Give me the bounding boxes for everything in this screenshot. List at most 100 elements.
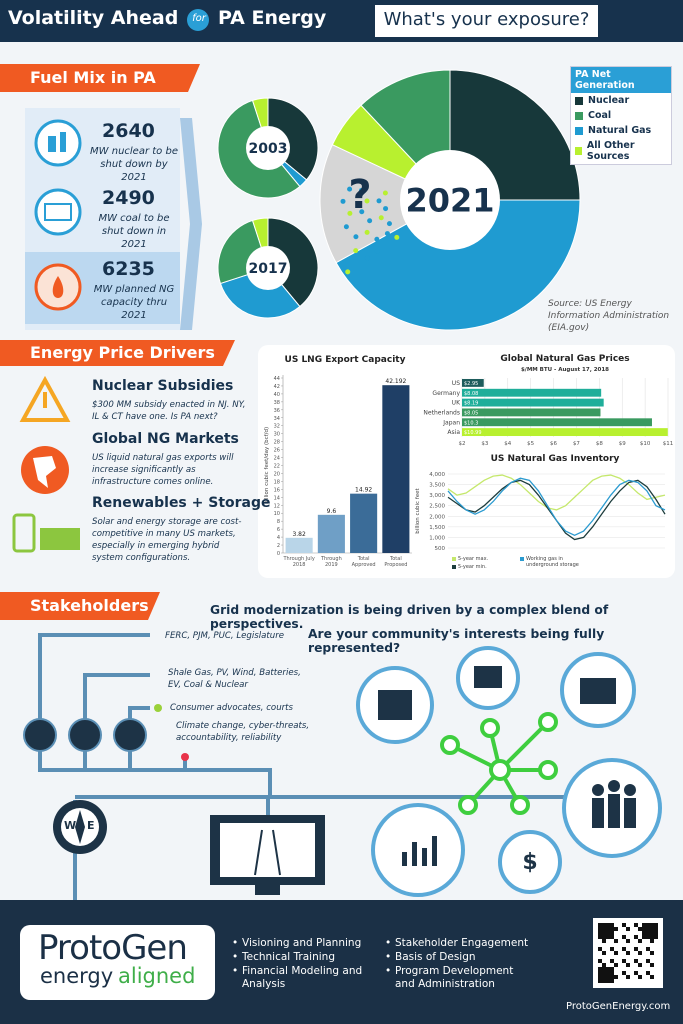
- qr-cell: [634, 935, 638, 939]
- x-tick-label: $4: [504, 441, 511, 447]
- banner: [0, 64, 200, 92]
- line: [447, 477, 666, 537]
- stat-value: 6235: [102, 258, 155, 280]
- qr-cell: [606, 927, 610, 931]
- decor-dot: [364, 198, 370, 204]
- legend-swatch: [452, 557, 456, 561]
- legend-swatch: [452, 565, 456, 569]
- decor-dot: [347, 210, 353, 216]
- bar: [317, 514, 345, 553]
- decor-dot: [367, 218, 373, 224]
- legend-label: Nuclear: [588, 95, 630, 106]
- qr-cell: [638, 927, 642, 931]
- intro-line: Are your community's interests being ful…: [308, 627, 605, 655]
- decor-dot: [343, 224, 349, 230]
- qr-cell: [610, 935, 614, 939]
- driver-text: US liquid natural gas exports will incre…: [92, 453, 234, 487]
- y-tick-label: 18: [274, 479, 280, 485]
- legend-swatch: [575, 126, 583, 135]
- driver-text: Solar and energy storage are cost-compet…: [92, 517, 242, 563]
- services: Stakeholder EngagementBasis of DesignPro…: [385, 937, 535, 992]
- section-heading: Stakeholders: [30, 596, 149, 615]
- qr-cell: [610, 975, 614, 979]
- bar: [285, 537, 313, 553]
- dollar-glyph: $: [522, 850, 537, 875]
- qr-cell: [654, 931, 658, 935]
- value-label: $8.05: [464, 410, 478, 416]
- section-heading: Energy Price Drivers: [30, 343, 215, 362]
- qr-cell: [650, 927, 654, 931]
- title: PA Energy: [218, 7, 327, 29]
- pie-slice: [319, 143, 452, 264]
- qr-cell: [606, 979, 610, 983]
- qr-cell: [646, 931, 650, 935]
- qr-cell: [610, 931, 614, 935]
- qr-cell: [622, 935, 626, 939]
- y-tick-label: 1,500: [429, 525, 445, 531]
- decor-dot: [394, 234, 400, 240]
- y-tick-label: 2,000: [429, 514, 445, 520]
- connector-badge: [187, 9, 209, 31]
- y-tick-label: 24: [274, 456, 280, 462]
- icon-glyphs: [378, 666, 636, 866]
- qr-cell: [602, 939, 606, 943]
- qr-cell: [614, 963, 618, 967]
- section-heading: Fuel Mix in PA: [30, 68, 156, 87]
- qr-cell: [646, 927, 650, 931]
- y-tick-label: 3,000: [429, 493, 445, 499]
- x-tick-label: Total Proposed: [384, 556, 408, 568]
- y-tick-label: 2,500: [429, 504, 445, 510]
- plant-icon: [48, 136, 56, 152]
- qr-cell: [622, 971, 626, 975]
- qr-cell: [614, 951, 618, 955]
- driver-title: Global NG Markets: [92, 431, 239, 447]
- qr-cell: [650, 963, 654, 967]
- y-tick-label: 22: [274, 464, 280, 470]
- qr-cell: [638, 963, 642, 967]
- qr-cell: [654, 927, 658, 931]
- value-label: 3.82: [292, 531, 306, 538]
- y-tick-label: 500: [435, 546, 446, 552]
- qr-cell: [598, 935, 602, 939]
- bar: [462, 418, 652, 427]
- qr-cell: [646, 935, 650, 939]
- legend-entry: Natural Gas: [571, 123, 671, 138]
- stakeholder-label: Consumer advocates, courts: [170, 703, 294, 713]
- y-tick-label: 26: [274, 448, 280, 454]
- road: [254, 829, 281, 876]
- compass-letter: W: [64, 819, 77, 832]
- y-tick-label: US: [452, 380, 460, 387]
- legend-swatch: [575, 111, 583, 120]
- bar: [350, 493, 378, 553]
- qr-cell: [638, 975, 642, 979]
- stat-text: MW nuclear to be shut down by 2021: [90, 146, 178, 183]
- pie-slice: [267, 217, 319, 308]
- compass-needle: [75, 810, 85, 844]
- service-item: Program Development and Administration: [385, 965, 535, 991]
- qr-cell: [602, 927, 606, 931]
- qr-cell: [638, 951, 642, 955]
- qr-cell: [626, 975, 630, 979]
- x-tick-label: Total Approved: [351, 556, 376, 568]
- logo-word: energy: [40, 964, 114, 988]
- intro-line: Grid modernization is being driven by a …: [210, 603, 609, 631]
- y-tick-label: 4: [277, 535, 280, 541]
- y-tick-label: 40: [274, 392, 280, 398]
- driver-title: Renewables + Storage: [92, 495, 271, 511]
- solar-icon: [40, 528, 80, 550]
- qr-code: [598, 923, 658, 983]
- bar: [462, 398, 604, 407]
- y-tick-label: 14: [274, 495, 280, 501]
- pie-title: 2017: [249, 261, 288, 277]
- x-tick-label: $9: [619, 441, 626, 447]
- y-tick-label: 28: [274, 440, 280, 446]
- source: Source: US Energy Information Administra…: [548, 299, 670, 333]
- chart-title: US Natural Gas Inventory: [491, 454, 620, 464]
- qr-cell: [610, 967, 614, 971]
- qr-cell: [642, 931, 646, 935]
- qr-cell: [602, 935, 606, 939]
- qr-cell: [598, 967, 602, 971]
- axis-label: billion cubic feet: [415, 487, 421, 533]
